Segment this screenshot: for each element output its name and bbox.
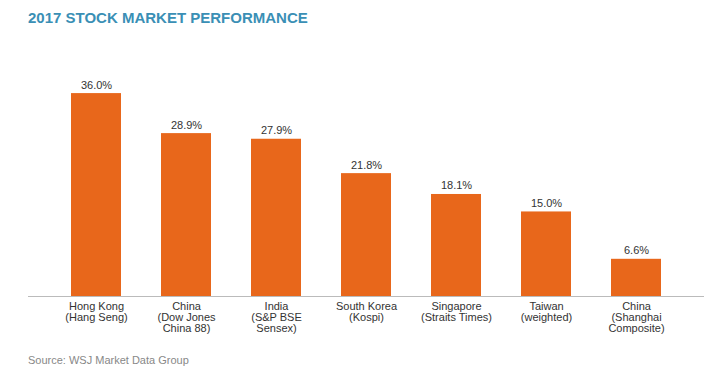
svg-text:15.0%: 15.0% xyxy=(531,197,562,209)
html-text:Source: WSJ Market Data Group: Source: WSJ Market Data Group xyxy=(28,354,189,366)
svg-text:28.9%: 28.9% xyxy=(171,119,202,131)
svg-text:36.0%: 36.0% xyxy=(81,79,112,91)
html-text:2017 STOCK MARKET PERFORMANCE: 2017 STOCK MARKET PERFORMANCE xyxy=(28,9,308,26)
svg-text:18.1%: 18.1% xyxy=(441,179,472,191)
svg-text:Singapore(Straits Times): Singapore(Straits Times) xyxy=(421,300,492,323)
svg-text:India(S&P BSESensex): India(S&P BSESensex) xyxy=(251,300,302,334)
svg-text:21.8%: 21.8% xyxy=(351,159,382,171)
svg-text:Hong Kong(Hang Seng): Hong Kong(Hang Seng) xyxy=(65,300,127,323)
svg-text:South Korea(Kospi): South Korea(Kospi) xyxy=(336,300,398,323)
svg-text:27.9%: 27.9% xyxy=(261,124,292,136)
svg-text:6.6%: 6.6% xyxy=(624,244,649,256)
svg-text:Taiwan(weighted): Taiwan(weighted) xyxy=(521,300,572,323)
svg-text:China(Dow JonesChina 88): China(Dow JonesChina 88) xyxy=(157,300,216,334)
svg-text:China(ShanghaiComposite): China(ShanghaiComposite) xyxy=(608,300,664,334)
